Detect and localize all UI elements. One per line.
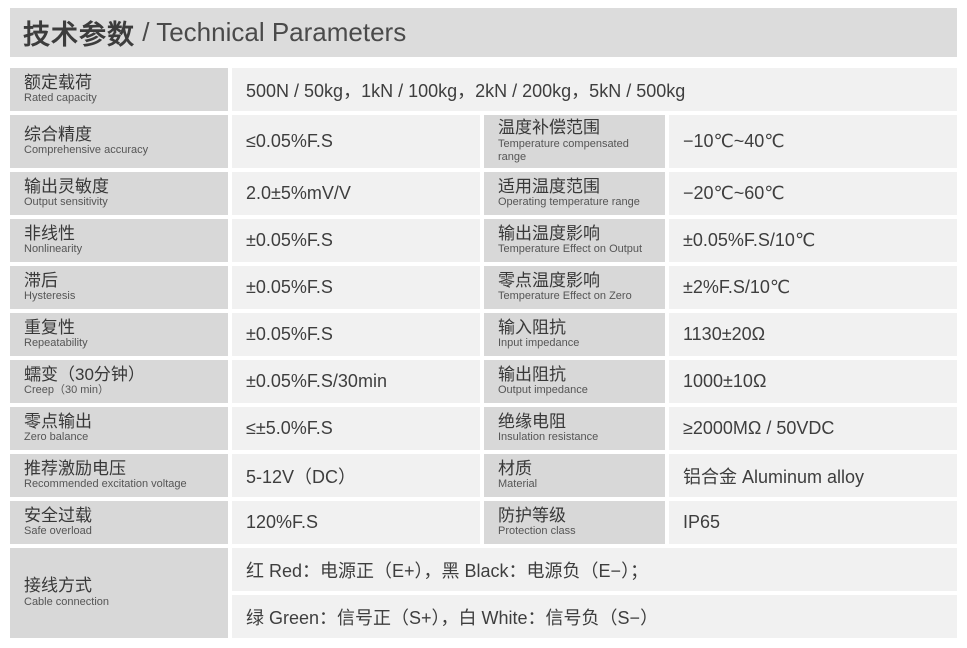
param-label-en: Temperature compensated range xyxy=(498,137,629,164)
param-label-material: 材质 Material xyxy=(484,454,665,498)
param-label-en: Operating temperature range xyxy=(498,196,640,209)
param-label-insulation-resistance: 绝缘电阻 Insulation resistance xyxy=(484,407,665,451)
param-label-cable-connection: 接线方式 Cable connection xyxy=(10,548,228,639)
param-label-en: Output impedance xyxy=(498,384,588,397)
param-label-zh: 输入阻抗 xyxy=(498,317,566,337)
param-label-en: Output sensitivity xyxy=(24,196,108,209)
param-label-zh: 零点输出 xyxy=(24,411,92,431)
page-title-en: / Technical Parameters xyxy=(135,17,407,47)
param-label-zh: 滞后 xyxy=(24,270,58,290)
table-row-rated-capacity: 额定载荷 Rated capacity 500N / 50kg，1kN / 10… xyxy=(10,68,957,111)
param-value-temp-effect-on-zero: ±2%F.S/10℃ xyxy=(669,266,957,310)
param-value-safe-overload: 120%F.S xyxy=(232,501,480,545)
param-value-output-impedance: 1000±10Ω xyxy=(669,360,957,404)
param-value-excitation-voltage: 5-12V（DC） xyxy=(232,454,480,498)
param-label-en: Comprehensive accuracy xyxy=(24,144,149,157)
param-value-output-sensitivity: 2.0±5%mV/V xyxy=(232,172,480,216)
param-label-temp-effect-on-output: 输出温度影响 Temperature Effect on Output xyxy=(484,219,665,263)
param-label-zh: 适用温度范围 xyxy=(498,176,600,196)
param-label-en: Temperature Effect on Output xyxy=(498,243,643,256)
cable-connection-values: 红 Red：电源正（E+），黑 Black：电源负（E−）； 绿 Green：信… xyxy=(232,548,957,639)
param-label-zh: 输出阻抗 xyxy=(498,364,566,384)
param-value-rated-capacity: 500N / 50kg，1kN / 100kg，2kN / 200kg，5kN … xyxy=(232,68,957,111)
param-value-operating-temp-range: −20℃~60℃ xyxy=(669,172,957,216)
param-label-en: Cable connection xyxy=(24,595,110,608)
table-row-nonlinearity-temp-effect-output: 非线性 Nonlinearity ±0.05%F.S 输出温度影响 Temper… xyxy=(10,219,957,263)
param-value-creep: ±0.05%F.S/30min xyxy=(232,360,480,404)
param-label-excitation-voltage: 推荐激励电压 Recommended excitation voltage xyxy=(10,454,228,498)
param-value-cable-line-1: 红 Red：电源正（E+），黑 Black：电源负（E−）； xyxy=(232,548,957,592)
param-value-temp-compensated-range: −10℃~40℃ xyxy=(669,115,957,169)
param-label-en: Material xyxy=(498,478,538,491)
table-row-cable-connection: 接线方式 Cable connection 红 Red：电源正（E+），黑 Bl… xyxy=(10,548,957,639)
param-label-operating-temp-range: 适用温度范围 Operating temperature range xyxy=(484,172,665,216)
param-label-zh: 温度补偿范围 xyxy=(498,118,600,137)
param-label-zh: 额定载荷 xyxy=(24,72,92,92)
param-label-temp-effect-on-zero: 零点温度影响 Temperature Effect on Zero xyxy=(484,266,665,310)
param-label-output-impedance: 输出阻抗 Output impedance xyxy=(484,360,665,404)
param-label-creep: 蠕变（30分钟） Creep（30 min） xyxy=(10,360,228,404)
param-label-en: Input impedance xyxy=(498,337,580,350)
param-label-zh: 接线方式 xyxy=(24,576,92,596)
page-title: 技术参数 / Technical Parameters xyxy=(10,8,957,57)
page-title-zh: 技术参数 xyxy=(23,20,135,50)
param-value-input-impedance: 1130±20Ω xyxy=(669,313,957,357)
param-label-comprehensive-accuracy: 综合精度 Comprehensive accuracy xyxy=(10,115,228,169)
param-label-protection-class: 防护等级 Protection class xyxy=(484,501,665,545)
param-label-zh: 综合精度 xyxy=(24,124,92,144)
param-label-zh: 非线性 xyxy=(24,223,75,243)
param-value-cable-line-2: 绿 Green：信号正（S+），白 White：信号负（S−） xyxy=(232,595,957,639)
param-label-zh: 防护等级 xyxy=(498,505,566,525)
param-label-en: Hysteresis xyxy=(24,290,76,303)
param-label-output-sensitivity: 输出灵敏度 Output sensitivity xyxy=(10,172,228,216)
param-value-protection-class: IP65 xyxy=(669,501,957,545)
table-row-excitation-material: 推荐激励电压 Recommended excitation voltage 5-… xyxy=(10,454,957,498)
param-label-zh: 蠕变（30分钟） xyxy=(24,364,145,384)
param-label-zh: 零点温度影响 xyxy=(498,270,600,290)
table-row-creep-output-impedance: 蠕变（30分钟） Creep（30 min） ±0.05%F.S/30min 输… xyxy=(10,360,957,404)
param-label-zh: 输出灵敏度 xyxy=(24,176,109,196)
param-label-zh: 重复性 xyxy=(24,317,75,337)
param-label-zh: 输出温度影响 xyxy=(498,223,600,243)
param-label-en: Protection class xyxy=(498,525,576,538)
param-label-nonlinearity: 非线性 Nonlinearity xyxy=(10,219,228,263)
parameters-table: 额定载荷 Rated capacity 500N / 50kg，1kN / 10… xyxy=(10,68,957,639)
param-label-input-impedance: 输入阻抗 Input impedance xyxy=(484,313,665,357)
param-label-zero-balance: 零点输出 Zero balance xyxy=(10,407,228,451)
param-label-safe-overload: 安全过载 Safe overload xyxy=(10,501,228,545)
table-row-hysteresis-temp-effect-zero: 滞后 Hysteresis ±0.05%F.S 零点温度影响 Temperatu… xyxy=(10,266,957,310)
param-label-repeatability: 重复性 Repeatability xyxy=(10,313,228,357)
param-value-temp-effect-on-output: ±0.05%F.S/10℃ xyxy=(669,219,957,263)
param-label-en: Rated capacity xyxy=(24,92,97,105)
param-value-zero-balance: ≤±5.0%F.S xyxy=(232,407,480,451)
param-label-rated-capacity: 额定载荷 Rated capacity xyxy=(10,68,228,111)
param-label-en: Nonlinearity xyxy=(24,243,83,256)
param-value-hysteresis: ±0.05%F.S xyxy=(232,266,480,310)
param-label-en: Creep（30 min） xyxy=(24,384,109,397)
table-row-sensitivity-operating-temp: 输出灵敏度 Output sensitivity 2.0±5%mV/V 适用温度… xyxy=(10,172,957,216)
param-label-en: Recommended excitation voltage xyxy=(24,478,187,491)
table-row-zero-balance-insulation: 零点输出 Zero balance ≤±5.0%F.S 绝缘电阻 Insulat… xyxy=(10,407,957,451)
table-row-accuracy-temp-comp: 综合精度 Comprehensive accuracy ≤0.05%F.S 温度… xyxy=(10,115,957,169)
param-value-insulation-resistance: ≥2000MΩ / 50VDC xyxy=(669,407,957,451)
param-label-temp-compensated-range: 温度补偿范围 Temperature compensated range xyxy=(484,115,665,169)
param-label-en: Temperature Effect on Zero xyxy=(498,290,632,303)
param-value-repeatability: ±0.05%F.S xyxy=(232,313,480,357)
param-label-hysteresis: 滞后 Hysteresis xyxy=(10,266,228,310)
param-value-material: 铝合金 Aluminum alloy xyxy=(669,454,957,498)
param-label-zh: 材质 xyxy=(498,458,532,478)
param-label-zh: 安全过载 xyxy=(24,505,92,525)
param-value-nonlinearity: ±0.05%F.S xyxy=(232,219,480,263)
table-row-overload-protection-class: 安全过载 Safe overload 120%F.S 防护等级 Protecti… xyxy=(10,501,957,545)
param-label-en: Repeatability xyxy=(24,337,88,350)
param-value-comprehensive-accuracy: ≤0.05%F.S xyxy=(232,115,480,169)
param-label-zh: 绝缘电阻 xyxy=(498,411,566,431)
param-label-en: Zero balance xyxy=(24,431,89,444)
param-label-zh: 推荐激励电压 xyxy=(24,458,126,478)
param-label-en: Insulation resistance xyxy=(498,431,599,444)
param-label-en: Safe overload xyxy=(24,525,92,538)
table-row-repeatability-input-impedance: 重复性 Repeatability ±0.05%F.S 输入阻抗 Input i… xyxy=(10,313,957,357)
